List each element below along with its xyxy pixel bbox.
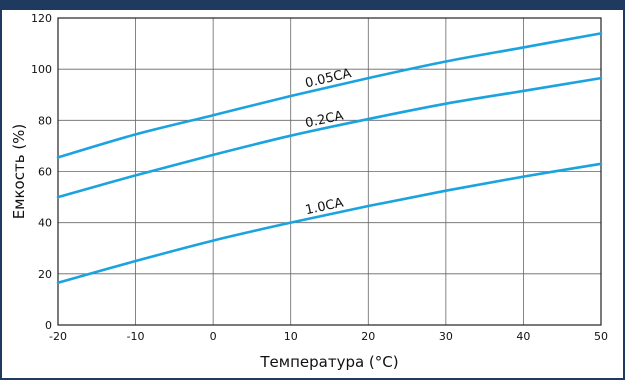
plot-area-border [57, 17, 602, 326]
x-tick-label: 10 [284, 330, 298, 343]
x-axis-label: Температура (°C) [259, 353, 398, 371]
x-tick-labels: -20 -10 0 10 20 30 40 50 [49, 330, 608, 343]
y-tick-labels: 0 20 40 60 80 100 120 [31, 12, 52, 332]
y-axis-label: Емкость (%) [10, 124, 28, 220]
y-tick-label: 80 [38, 114, 52, 127]
series-line [56, 162, 603, 285]
y-tick-label: 20 [38, 268, 52, 281]
grid [57, 17, 602, 326]
capacity-temperature-chart: 0 20 40 60 80 100 120 -20 -10 0 10 20 30 40 50 0.05CA… [10, 12, 608, 371]
y-tick-label: 120 [31, 12, 52, 25]
x-tick-label: -10 [127, 330, 145, 343]
y-tick-label: 100 [31, 63, 52, 76]
x-tick-label: 30 [439, 330, 453, 343]
y-tick-label: 0 [45, 319, 52, 332]
x-tick-label: 40 [516, 330, 530, 343]
x-tick-label: 20 [361, 330, 375, 343]
x-tick-label: -20 [49, 330, 67, 343]
series-line [56, 76, 603, 199]
y-tick-label: 60 [38, 166, 52, 179]
x-tick-label: 0 [210, 330, 217, 343]
y-tick-label: 40 [38, 217, 52, 230]
x-tick-label: 50 [594, 330, 608, 343]
series-lines [56, 32, 603, 285]
series-line [56, 32, 603, 159]
plot-border [57, 17, 602, 326]
